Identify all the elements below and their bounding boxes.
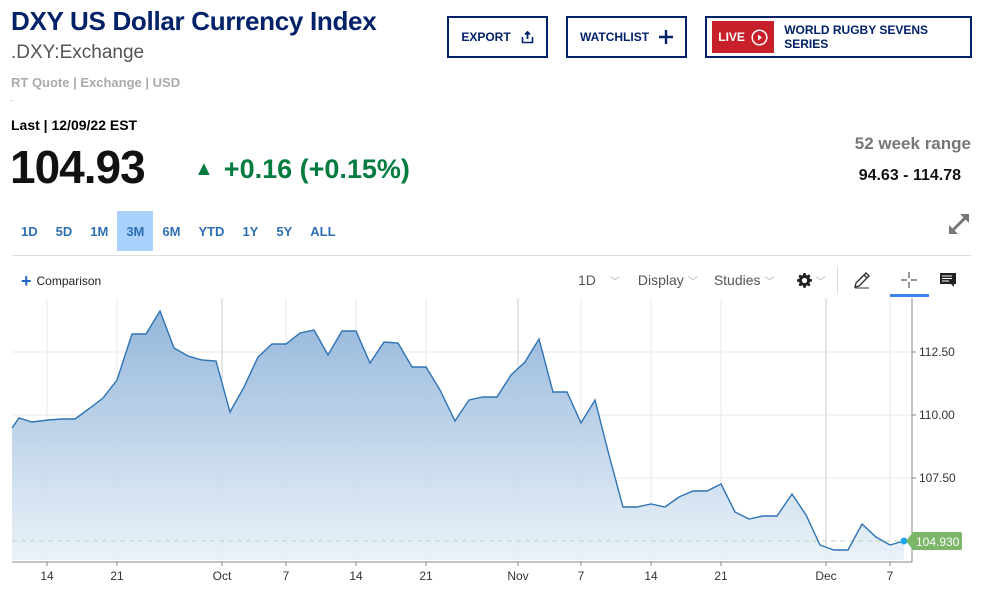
- x-tick: Oct: [213, 569, 232, 583]
- share-icon: [521, 30, 533, 43]
- chevron-down-icon: ﹀: [815, 276, 826, 288]
- export-button[interactable]: EXPORT: [447, 16, 548, 58]
- quote-meta: RT Quote | Exchange | USD: [11, 75, 181, 90]
- export-label: EXPORT: [461, 30, 511, 44]
- interval-dropdown[interactable]: 1D ﹀: [578, 272, 620, 288]
- chevron-down-icon: ﹀: [764, 276, 775, 288]
- annotation-button[interactable]: [928, 266, 968, 294]
- x-tick: 7: [887, 569, 894, 583]
- live-badge: LIVE: [712, 21, 775, 53]
- x-tick: Nov: [507, 569, 528, 583]
- expand-icon[interactable]: [946, 211, 972, 237]
- x-tick: 21: [419, 569, 433, 583]
- live-event-label: WORLD RUGBY SEVENS SERIES: [784, 23, 928, 51]
- comparison-button[interactable]: + Comparison: [21, 271, 102, 291]
- x-tick: 14: [349, 569, 363, 583]
- range-ytd[interactable]: YTD: [198, 223, 225, 239]
- last-price-tag: 104.930: [906, 532, 962, 550]
- range-all[interactable]: ALL: [310, 223, 336, 239]
- plus-icon: +: [21, 271, 32, 291]
- x-tick: 14: [40, 569, 54, 583]
- last-timestamp: Last | 12/09/22 EST: [11, 117, 138, 133]
- settings-dropdown[interactable]: ﹀: [796, 272, 826, 288]
- range-3m[interactable]: 3M: [117, 211, 154, 251]
- range-1m[interactable]: 1M: [90, 223, 109, 239]
- x-tick: Dec: [815, 569, 836, 583]
- active-tool-indicator: [890, 294, 929, 297]
- live-event-button[interactable]: LIVE WORLD RUGBY SEVENS SERIES: [705, 16, 972, 58]
- range-selector: 1D 5D 1M 3M 6M YTD 1Y 5Y ALL: [12, 211, 345, 251]
- chart-toolbar: 1D ﹀ Display ﹀ Studies ﹀ ﹀: [578, 264, 846, 296]
- price-change: ▲ +0.16 (+0.15%): [194, 154, 410, 185]
- watchlist-button[interactable]: WATCHLIST: [566, 16, 687, 58]
- x-tick: 21: [110, 569, 124, 583]
- studies-label: Studies: [713, 272, 761, 288]
- y-tick: 107.50: [919, 471, 956, 485]
- range-1d[interactable]: 1D: [21, 223, 38, 239]
- page-title: DXY US Dollar Currency Index: [11, 6, 377, 36]
- y-tick: 110.00: [919, 408, 955, 422]
- range-1y[interactable]: 1Y: [242, 223, 259, 239]
- change-value: +0.16 (+0.15%): [223, 154, 410, 184]
- divider-dot: [11, 100, 12, 101]
- price-line: [11, 309, 905, 551]
- x-tick: 7: [283, 569, 290, 583]
- studies-dropdown[interactable]: Studies ﹀: [714, 272, 775, 288]
- divider: [12, 255, 971, 256]
- display-label: Display: [637, 272, 684, 288]
- crosshair-icon: [901, 272, 917, 288]
- play-circle-icon: [751, 28, 768, 46]
- live-label: LIVE: [718, 30, 745, 44]
- chevron-down-icon: ﹀: [687, 276, 698, 288]
- x-axis: 14 21 Oct 7 14 21 Nov 7 14 21 Dec 7: [40, 562, 894, 583]
- last-point-marker: [900, 537, 908, 545]
- draw-button[interactable]: [842, 266, 882, 294]
- toolbar-divider: [837, 266, 838, 294]
- price-chart[interactable]: 112.50 110.00 107.50 104.930 14 21 Oct 7…: [0, 296, 981, 592]
- x-tick: 14: [644, 569, 658, 583]
- range-6m[interactable]: 6M: [162, 223, 181, 239]
- range-label: 52 week range: [854, 134, 971, 153]
- range-5y[interactable]: 5Y: [276, 223, 293, 239]
- pencil-icon: [854, 272, 870, 289]
- comment-icon: [940, 272, 956, 287]
- price-area: [12, 311, 904, 560]
- crosshair-button[interactable]: [889, 266, 929, 294]
- up-arrow-icon: ▲: [194, 158, 214, 180]
- range-value: 94.63 - 114.78: [858, 167, 961, 184]
- chevron-down-icon: ﹀: [609, 276, 620, 288]
- comparison-label: Comparison: [36, 274, 102, 288]
- symbol-label: .DXY:Exchange: [11, 42, 145, 63]
- display-dropdown[interactable]: Display ﹀: [638, 272, 698, 288]
- x-tick: 7: [578, 569, 585, 583]
- gear-icon: [796, 272, 812, 288]
- last-price: 104.93: [10, 141, 146, 193]
- x-tick: 21: [714, 569, 728, 583]
- plus-icon: [659, 30, 674, 44]
- range-5d[interactable]: 5D: [55, 223, 73, 239]
- last-price-tag-label: 104.930: [916, 535, 960, 549]
- y-axis: 112.50 110.00 107.50: [912, 345, 956, 485]
- y-tick: 112.50: [919, 345, 955, 359]
- interval-label: 1D: [578, 272, 596, 288]
- watchlist-label: WATCHLIST: [579, 30, 650, 44]
